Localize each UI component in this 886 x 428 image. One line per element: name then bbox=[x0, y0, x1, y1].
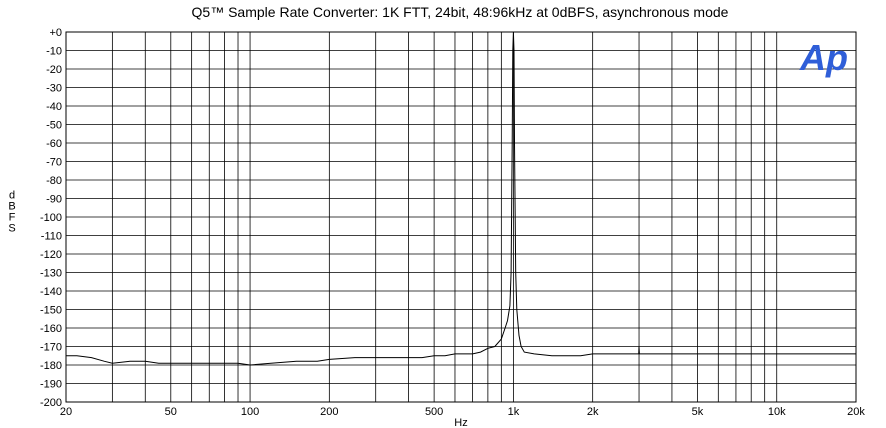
y-tick-label: -20 bbox=[46, 64, 62, 76]
y-tick-label: -60 bbox=[46, 138, 62, 150]
y-tick-label: -190 bbox=[40, 379, 62, 391]
y-tick-label: -70 bbox=[46, 157, 62, 169]
y-tick-label: +0 bbox=[49, 27, 62, 39]
x-tick-label: 2k bbox=[587, 406, 599, 418]
y-tick-label: -140 bbox=[40, 286, 62, 298]
x-axis-label: Hz bbox=[454, 417, 467, 428]
y-tick-label: -130 bbox=[40, 268, 62, 280]
x-tick-label: 1k bbox=[508, 406, 520, 418]
ap-logo: Ap bbox=[799, 37, 848, 78]
y-tick-label: -150 bbox=[40, 305, 62, 317]
y-tick-label: -160 bbox=[40, 323, 62, 335]
y-tick-label: -40 bbox=[46, 101, 62, 113]
y-tick-label: -200 bbox=[40, 397, 62, 409]
x-tick-label: 20 bbox=[60, 406, 72, 418]
y-tick-label: -90 bbox=[46, 194, 62, 206]
y-tick-label: -170 bbox=[40, 342, 62, 354]
y-tick-label: -110 bbox=[41, 231, 62, 243]
x-tick-label: 5k bbox=[692, 406, 704, 418]
y-tick-label: -50 bbox=[46, 120, 62, 132]
x-tick-label: 500 bbox=[425, 406, 443, 418]
x-tick-label: 100 bbox=[241, 406, 259, 418]
x-tick-label: 50 bbox=[165, 406, 177, 418]
x-tick-label: 200 bbox=[320, 406, 338, 418]
y-tick-label: -100 bbox=[40, 212, 62, 224]
y-tick-label: -180 bbox=[40, 360, 62, 372]
x-tick-label: 10k bbox=[768, 406, 786, 418]
chart-title: Q5™ Sample Rate Converter: 1K FTT, 24bit… bbox=[192, 4, 729, 20]
y-tick-label: -80 bbox=[46, 175, 62, 187]
plot-frame bbox=[65, 31, 857, 403]
grid bbox=[65, 31, 857, 403]
series-line bbox=[66, 31, 856, 366]
y-tick-label: -120 bbox=[40, 249, 62, 261]
y-tick-label: -30 bbox=[46, 83, 62, 95]
y-tick-labels: +0 -10 -20 -30 -40 -50 -60 -70 -80 -90 -100 -110 -12… bbox=[40, 27, 62, 409]
x-tick-label: 20k bbox=[847, 406, 865, 418]
y-tick-label: -10 bbox=[46, 46, 62, 58]
x-tick-labels: 20 50 100 200 500 1k 2k 5k 10k 20k bbox=[60, 406, 865, 418]
